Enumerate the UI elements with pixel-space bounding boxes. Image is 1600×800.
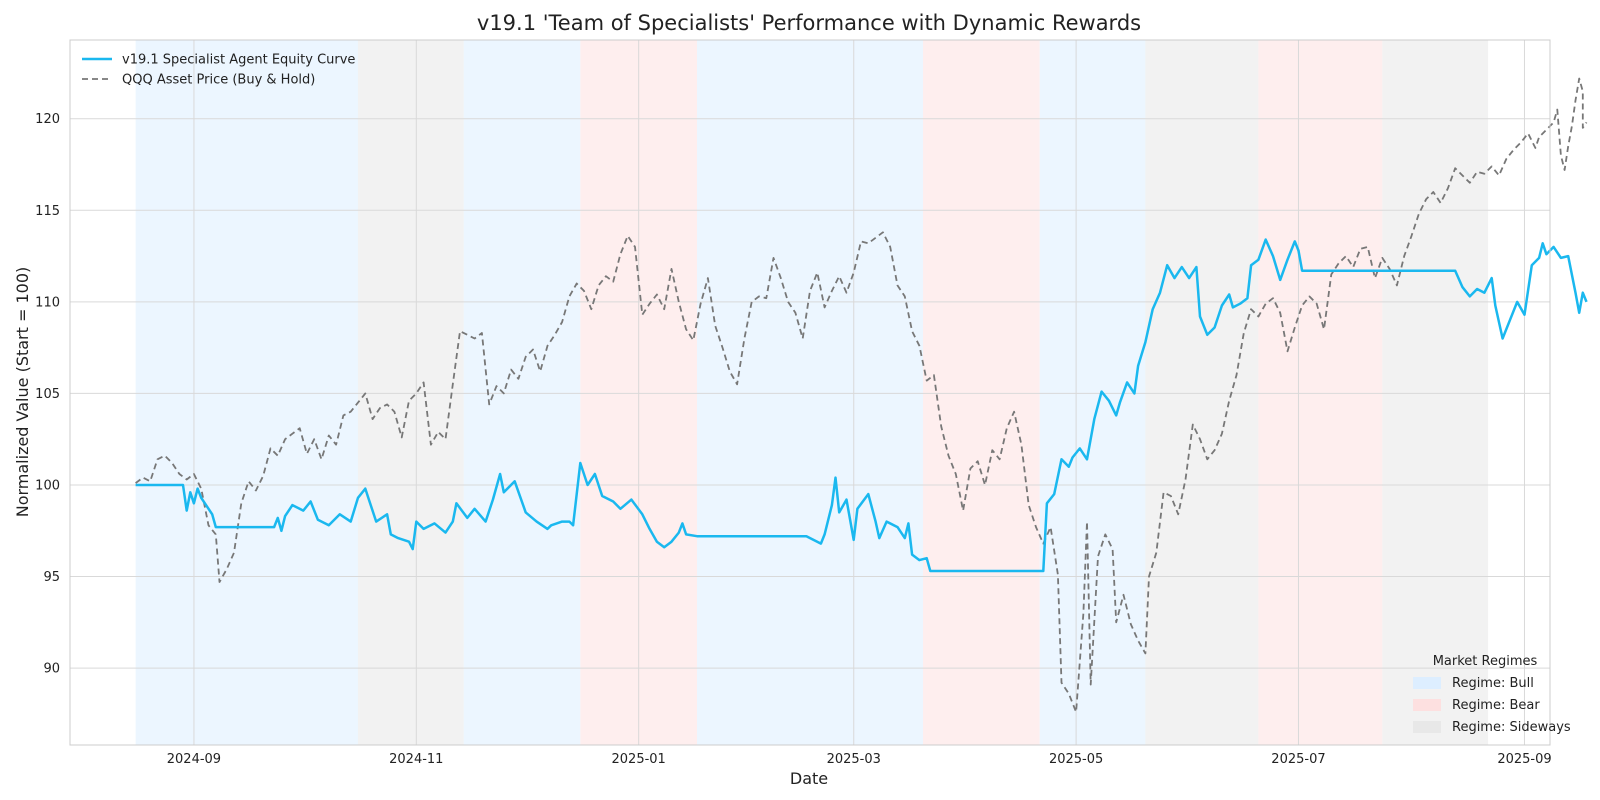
x-tick-label: 2024-09 — [167, 752, 221, 767]
x-tick-label: 2025-03 — [827, 752, 881, 767]
y-tick-label: 105 — [35, 387, 60, 402]
regime-legend-title: Market Regimes — [1433, 654, 1538, 669]
series-layer — [135, 77, 1588, 713]
regime-label-bear: Regime: Bear — [1452, 698, 1540, 713]
regime-band-sideways — [1145, 40, 1259, 745]
agent-equity-line — [135, 238, 1588, 573]
y-tick-label: 115 — [35, 204, 60, 219]
plot-frame — [69, 39, 1551, 746]
regime-band-bear — [923, 40, 1040, 745]
regime-band-sideways — [357, 40, 464, 745]
x-tick-label: 2025-07 — [1271, 752, 1325, 767]
legend-label-agent: v19.1 Specialist Agent Equity Curve — [122, 53, 355, 68]
regime-legend: Market Regimes Regime: Bull Regime: Bear… — [1413, 654, 1571, 735]
regime-band-bull — [135, 40, 358, 745]
regime-swatch-bull — [1413, 677, 1441, 689]
series-legend: v19.1 Specialist Agent Equity Curve QQQ … — [82, 53, 355, 88]
regime-band-sideways — [1382, 40, 1489, 745]
x-tick-label: 2025-09 — [1497, 752, 1551, 767]
regime-band-bull — [696, 40, 924, 745]
y-tick-labels: 90 95 100 105 110 115 120 — [35, 112, 60, 676]
regime-label-sideways: Regime: Sideways — [1452, 720, 1571, 735]
x-tick-label: 2025-05 — [1049, 752, 1103, 767]
grid-lines — [70, 40, 1550, 745]
y-tick-label: 90 — [43, 662, 60, 677]
regime-band-bear — [1258, 40, 1383, 745]
x-axis-label: Date — [790, 769, 828, 788]
y-tick-label: 110 — [35, 295, 60, 310]
x-tick-label: 2024-11 — [389, 752, 443, 767]
regime-swatch-bear — [1413, 699, 1441, 711]
regime-swatch-sideways — [1413, 721, 1441, 733]
x-tick-labels: 2024-09 2024-11 2025-01 2025-03 2025-05 2025-… — [167, 752, 1552, 767]
y-tick-label: 100 — [35, 478, 60, 493]
regime-band-bull — [1039, 40, 1146, 745]
regime-bands — [135, 40, 1489, 745]
x-tick-label: 2025-01 — [612, 752, 666, 767]
regime-label-bull: Regime: Bull — [1452, 676, 1534, 691]
legend-label-qqq: QQQ Asset Price (Buy & Hold) — [122, 73, 315, 88]
y-axis-label: Normalized Value (Start = 100) — [13, 267, 32, 518]
y-tick-label: 95 — [43, 570, 60, 585]
y-tick-label: 120 — [35, 112, 60, 127]
chart-title: v19.1 'Team of Specialists' Performance … — [477, 11, 1141, 35]
regime-band-bull — [463, 40, 581, 745]
